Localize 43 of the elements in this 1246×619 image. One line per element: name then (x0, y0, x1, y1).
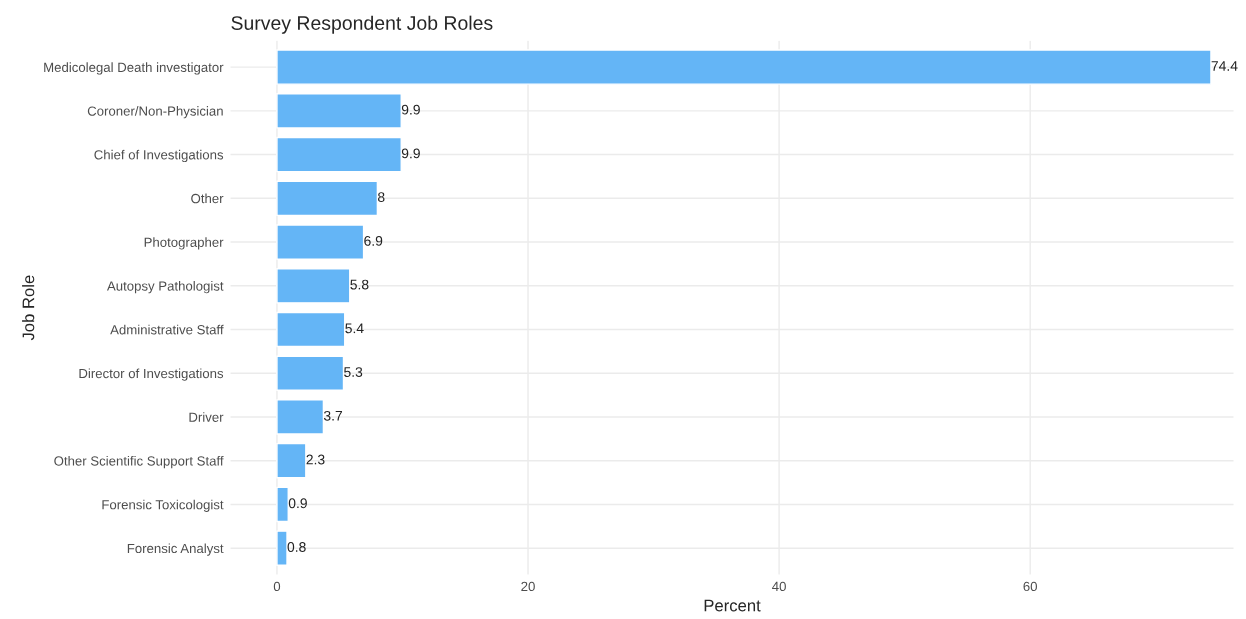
data-label: 0.9 (288, 498, 307, 509)
bar (276, 268, 351, 304)
y-tick-label: Other (191, 193, 224, 204)
bar (276, 311, 346, 348)
y-tick-label: Administrative Staff (110, 324, 224, 335)
data-label: 74.4 (1211, 61, 1238, 71)
y-axis-title: Job Role (22, 275, 35, 341)
x-tick-label: 0 (273, 581, 281, 592)
y-tick-label: Driver (189, 412, 224, 422)
y-tick-label: Chief of Investigations (94, 149, 224, 163)
data-label: 9.9 (401, 148, 420, 159)
y-tick-label: Autopsy Pathologist (106, 280, 224, 294)
y-tick-label: Medicolegal Death investigator (44, 62, 224, 75)
data-label: 0.8 (287, 542, 306, 552)
bar (276, 355, 345, 391)
bar (276, 442, 307, 479)
data-label: 5.8 (350, 279, 369, 290)
y-tick-label: Forensic Analyst (127, 543, 224, 556)
data-label: 3.7 (323, 410, 343, 421)
bar (276, 530, 288, 566)
bar (276, 49, 1212, 85)
y-tick-label: Coroner/Non-Physician (87, 106, 223, 119)
data-label: 6.9 (364, 235, 383, 246)
bar (276, 180, 379, 217)
bar (276, 399, 325, 435)
data-label: 2.3 (306, 454, 325, 465)
x-tick-label: 60 (1023, 581, 1037, 592)
x-tick-label: 40 (772, 581, 786, 592)
data-label: 8 (377, 192, 385, 203)
x-axis-title: Percent (704, 599, 761, 612)
y-tick-label: Director of Investigations (79, 368, 224, 381)
data-label: 5.4 (345, 323, 364, 334)
x-tick-label: 20 (521, 581, 535, 592)
chart-title: Survey Respondent Job Roles (231, 15, 493, 34)
data-label: 9.9 (401, 104, 420, 115)
bar (276, 224, 365, 260)
data-label: 5.3 (344, 367, 363, 377)
bar (276, 93, 402, 129)
y-tick-label: Photographer (144, 237, 224, 250)
y-tick-label: Forensic Toxicologist (102, 499, 224, 512)
bar (276, 486, 289, 523)
y-tick-label: Other Scientific Support Staff (54, 455, 224, 469)
bar (276, 136, 402, 173)
